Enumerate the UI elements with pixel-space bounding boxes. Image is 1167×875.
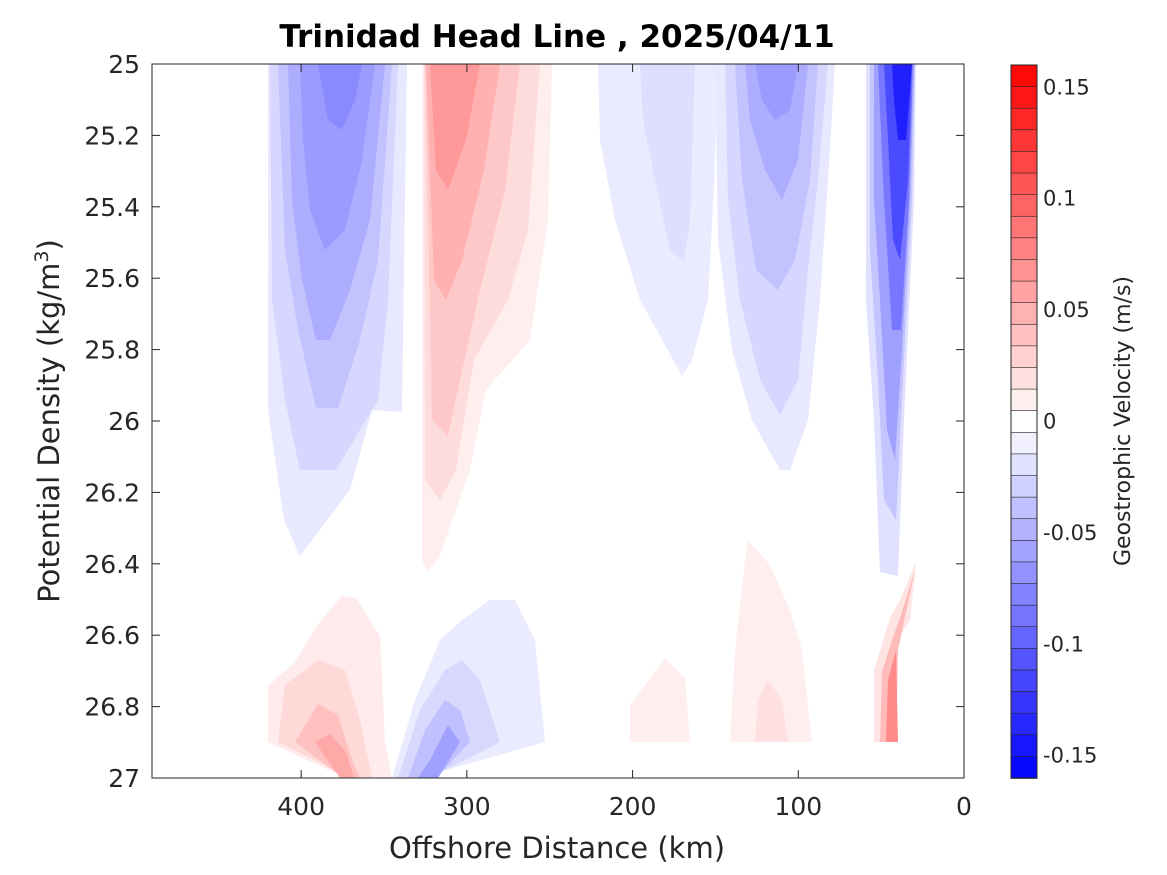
- y-tick-label: 26.8: [84, 693, 140, 722]
- contour-deep-pos-inner-l2: [755, 680, 788, 742]
- colorbar-level: [1010, 151, 1038, 174]
- colorbar-level: [1010, 756, 1038, 779]
- contour-offshore-neg-l5: [300, 64, 375, 250]
- colorbar-level: [1010, 323, 1038, 347]
- colorbar-label: Geostrophic Velocity (m/s): [1111, 276, 1136, 566]
- contour-field: [268, 64, 916, 778]
- y-axis-label-end: ): [32, 239, 66, 250]
- colorbar-level: [1010, 64, 1038, 88]
- x-tick-label: 200: [609, 792, 657, 821]
- colorbar-tick-label: -0.1: [1043, 632, 1084, 656]
- y-tick-label: 25.6: [84, 264, 140, 293]
- colorbar-level: [1010, 367, 1038, 390]
- contour-inner-neg-l5: [755, 64, 798, 120]
- x-tick-label: 0: [956, 792, 972, 821]
- contour-coastal-neg-l6: [892, 64, 912, 140]
- contour-deep-pos-mid-l1: [630, 658, 690, 742]
- x-tick-label: 400: [277, 792, 325, 821]
- colorbar-tick-label: 0.15: [1043, 75, 1090, 99]
- colorbar-tick-label: -0.15: [1043, 744, 1097, 768]
- colorbar-level: [1010, 107, 1038, 131]
- contour-offshore-neg-l6: [318, 64, 362, 130]
- x-tick-label: 100: [774, 792, 822, 821]
- y-tick-label: 26.2: [84, 478, 140, 507]
- colorbar-level: [1010, 237, 1038, 261]
- colorbar: 0.15 0.1 0.05 0 -0.05 -0.1 -0.15: [1010, 64, 1097, 779]
- colorbar-level: [1010, 648, 1038, 671]
- colorbar-level: [1010, 712, 1038, 736]
- contour-inner-neg-l4: [745, 64, 808, 200]
- y-tick-label: 26.6: [84, 621, 140, 650]
- colorbar-level: [1010, 626, 1038, 650]
- y-axis: 25 25.2 25.4 25.6 25.8 26 26.2 26.4 26.6 26.8 27: [84, 50, 964, 793]
- y-tick-label: 25.2: [84, 121, 140, 150]
- y-axis-label-superscript: 3: [31, 250, 53, 262]
- contour-deep-neg-l3: [408, 700, 470, 778]
- y-axis-label-main: Potential Density (kg/m: [32, 263, 66, 603]
- y-tick-label: 25.8: [84, 336, 140, 365]
- colorbar-level: [1010, 691, 1038, 714]
- contour-deep-pos-off-l4: [315, 734, 354, 778]
- colorbar-level: [1010, 432, 1038, 455]
- contour-middle-neg-l2: [640, 64, 695, 262]
- colorbar-level: [1010, 583, 1038, 606]
- colorbar-frame: [1010, 64, 1038, 779]
- colorbar-level: [1010, 540, 1038, 563]
- colorbar-tick-label: 0.1: [1043, 187, 1076, 211]
- colorbar-level: [1010, 410, 1038, 434]
- colorbar-level: [1010, 86, 1038, 110]
- colorbar-tick-label: -0.05: [1043, 521, 1097, 545]
- x-axis: 400 300 200 100 0: [277, 64, 972, 821]
- colorbar-level: [1010, 280, 1038, 304]
- y-tick-label: 25: [108, 50, 140, 79]
- colorbar-level: [1010, 669, 1038, 693]
- colorbar-level: [1010, 734, 1038, 758]
- x-axis-label: Offshore Distance (km): [389, 831, 725, 865]
- colorbar-level: [1010, 453, 1038, 477]
- colorbar-level: [1010, 604, 1038, 628]
- colorbar-level: [1010, 172, 1038, 196]
- colorbar-level: [1010, 302, 1038, 326]
- contour-deep-neg-l4: [418, 725, 460, 778]
- y-axis-label: Potential Density (kg/m3): [31, 239, 66, 603]
- y-tick-label: 26.4: [84, 550, 140, 579]
- colorbar-tick-label: 0.05: [1043, 298, 1090, 322]
- colorbar-level: [1010, 518, 1038, 542]
- colorbar-tick-label: 0: [1043, 410, 1056, 434]
- colorbar-level: [1010, 388, 1038, 412]
- colorbar-level: [1010, 194, 1038, 218]
- y-tick-label: 25.4: [84, 193, 140, 222]
- y-tick-label: 26: [108, 407, 140, 436]
- colorbar-level: [1010, 215, 1038, 239]
- x-tick-label: 300: [443, 792, 491, 821]
- colorbar-level: [1010, 475, 1038, 498]
- colorbar-level: [1010, 345, 1038, 369]
- contour-coastal-pos-l3: [886, 650, 898, 742]
- y-tick-label: 27: [108, 764, 140, 793]
- colorbar-level: [1010, 259, 1038, 282]
- colorbar-level: [1010, 561, 1038, 585]
- chart-title: Trinidad Head Line , 2025/04/11: [279, 19, 834, 55]
- colorbar-level: [1010, 496, 1038, 520]
- contour-deep-pos-inner-l1: [730, 540, 812, 742]
- contour-positive-l5: [430, 64, 480, 190]
- colorbar-level: [1010, 129, 1038, 153]
